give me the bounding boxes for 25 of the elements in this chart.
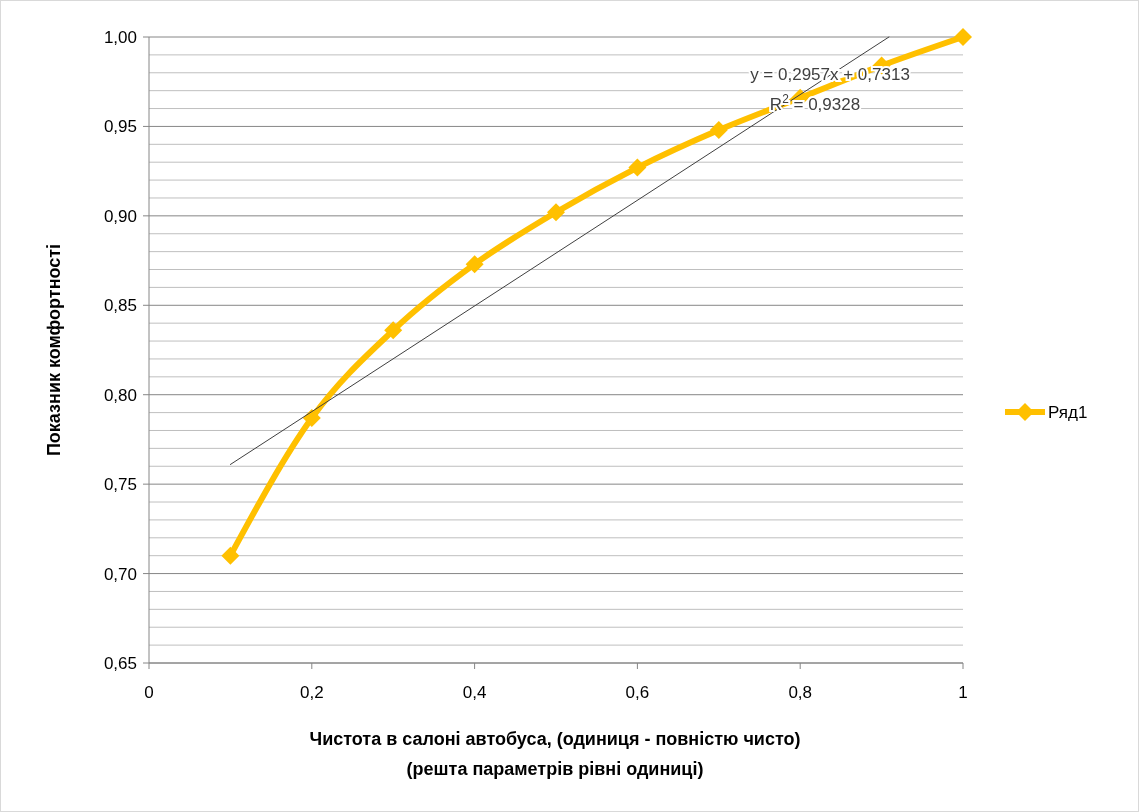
y-tick-label: 0,80 bbox=[103, 385, 137, 405]
y-tick-label: 0,70 bbox=[103, 564, 137, 584]
legend-label: Ряд1 bbox=[1048, 402, 1088, 422]
y-tick-label: 0,90 bbox=[103, 206, 137, 226]
point bbox=[302, 408, 321, 427]
y-axis-title: Показник комфортності bbox=[44, 243, 64, 457]
x-tick-label: 0,4 bbox=[462, 683, 487, 702]
y-tick-label: 0,85 bbox=[103, 296, 137, 316]
point bbox=[384, 321, 403, 340]
x-tick-label: 0,2 bbox=[299, 683, 324, 702]
point bbox=[221, 546, 240, 565]
point bbox=[465, 255, 484, 274]
y-tick-label: 0,65 bbox=[103, 653, 137, 673]
x-axis-title: Чистота в салоні автобуса, (одиниця - повністю чисто) (решта параметрів рівні одиниці) bbox=[309, 729, 801, 779]
y-tick-label: 1,00 bbox=[103, 27, 137, 47]
x-tick-label: 0,6 bbox=[625, 683, 650, 702]
point bbox=[709, 121, 728, 140]
point bbox=[954, 28, 972, 46]
y-tick-label: 0,75 bbox=[103, 475, 137, 495]
point bbox=[628, 158, 647, 177]
x-tick-label: 0 bbox=[144, 683, 154, 702]
y-tick-label: 0,95 bbox=[103, 117, 137, 137]
point bbox=[547, 203, 565, 222]
x-tick-label: 1 bbox=[958, 683, 968, 702]
x-tick-label: 0,8 bbox=[788, 683, 813, 702]
